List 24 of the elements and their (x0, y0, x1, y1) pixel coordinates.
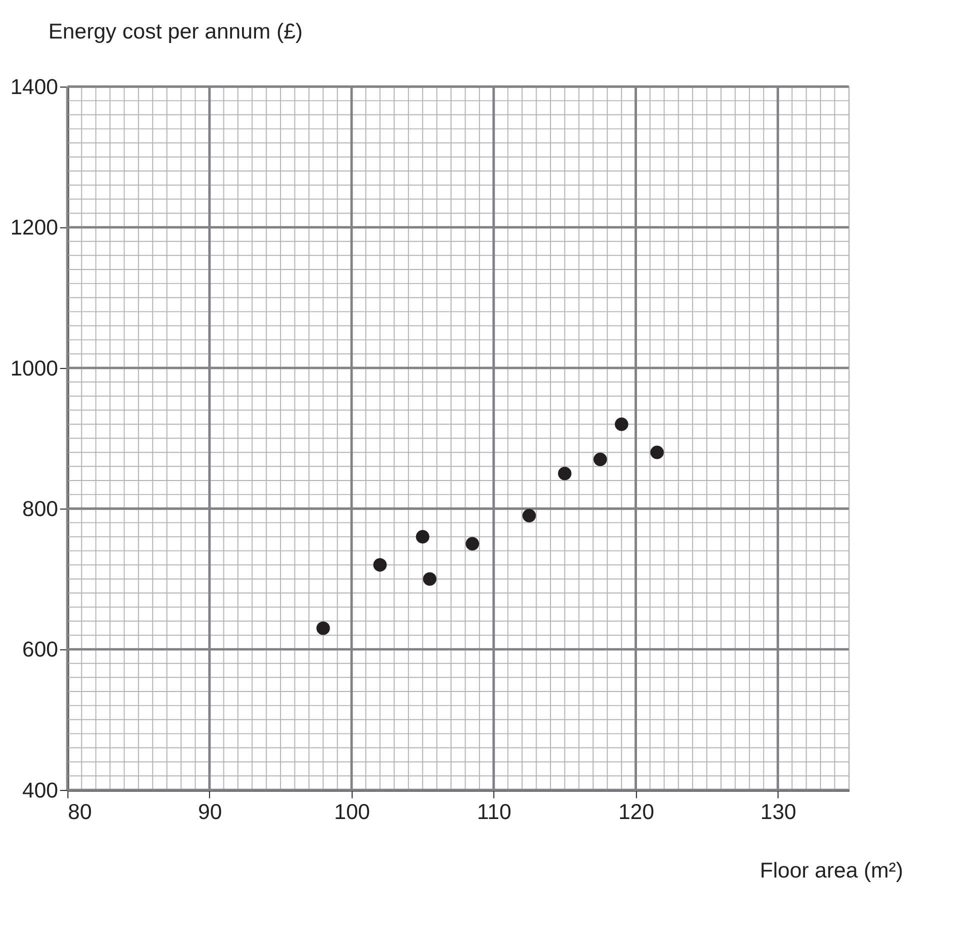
y-tick-label: 1200 (10, 216, 58, 240)
y-tick-label: 1400 (10, 74, 58, 99)
x-tick-label: 100 (334, 800, 370, 824)
x-tick-label: 130 (760, 800, 796, 824)
point (423, 572, 436, 586)
y-tick-label: 400 (22, 778, 58, 802)
x-tick-label: 120 (618, 800, 654, 824)
y-tick-label: 800 (22, 496, 58, 521)
y-tick-label: 1000 (10, 356, 58, 380)
point (416, 530, 430, 544)
point (614, 418, 628, 431)
point (650, 446, 664, 460)
y-axis-title: Energy cost per annum (£) (48, 19, 303, 44)
point (594, 452, 607, 466)
point (316, 621, 330, 635)
point (373, 558, 387, 572)
x-tick-label: 110 (477, 800, 512, 824)
x-axis-title: Floor area (m²) (760, 858, 904, 882)
point (558, 466, 572, 480)
y-tick-label: 600 (22, 638, 58, 662)
point (466, 537, 480, 551)
x-tick-label: 80 (68, 800, 92, 824)
point (522, 508, 536, 522)
x-tick-label: 90 (198, 800, 222, 824)
